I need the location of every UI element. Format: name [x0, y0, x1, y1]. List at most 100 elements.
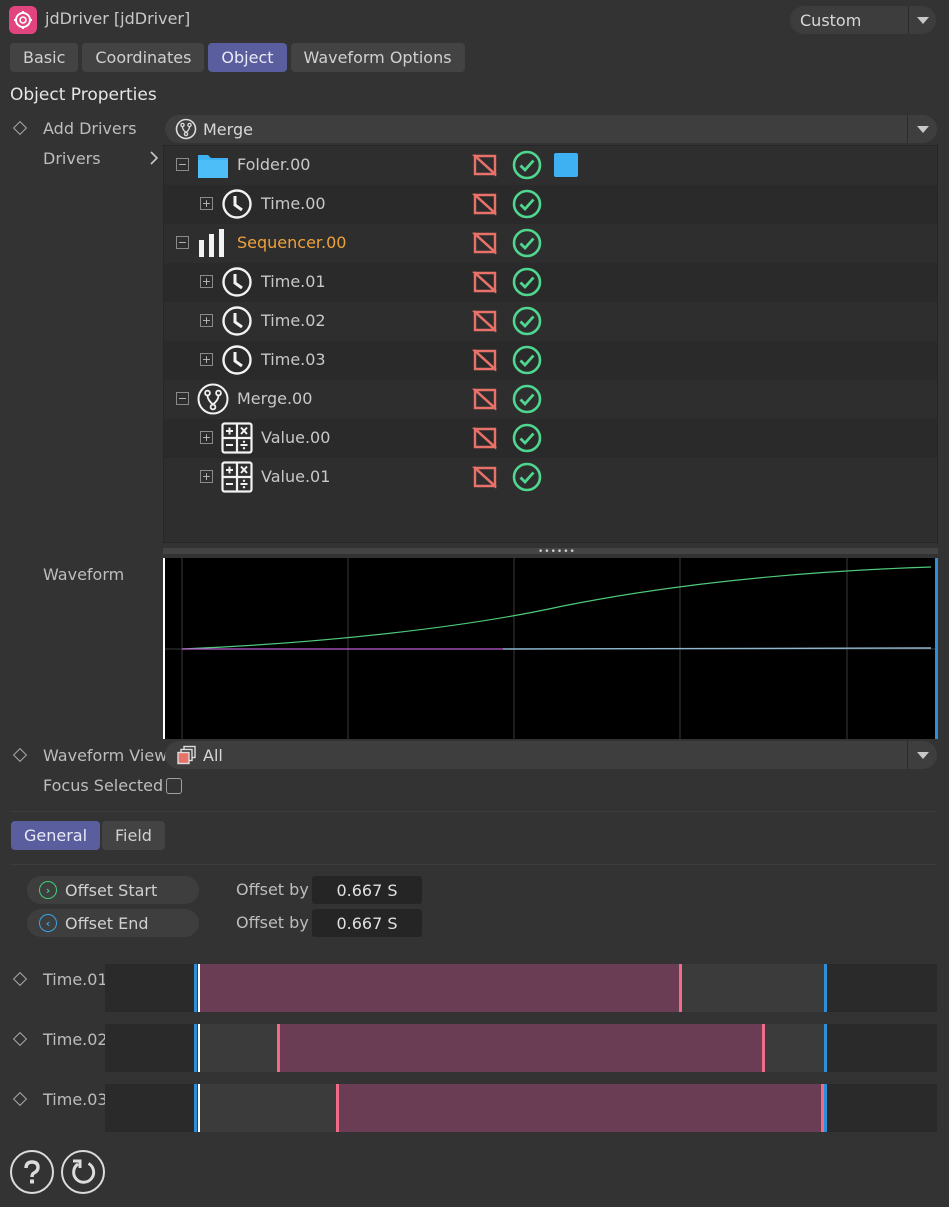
tab-basic[interactable]: Basic — [10, 43, 79, 72]
tree-row[interactable]: − Merge.00 — [164, 380, 937, 419]
tree-row[interactable]: − Folder.00 — [164, 146, 937, 185]
check-circle-icon[interactable] — [512, 267, 542, 297]
chevron-down-icon[interactable] — [908, 6, 936, 34]
timeline-track-time-02[interactable] — [105, 1024, 937, 1072]
window-title: jdDriver [jdDriver] — [45, 9, 191, 28]
waveform-view-dropdown[interactable]: All — [165, 741, 937, 769]
chevron-down-icon[interactable] — [907, 115, 937, 143]
track-bar[interactable] — [278, 1024, 764, 1072]
tree-row[interactable]: + Value.01 — [164, 458, 937, 497]
check-circle-icon[interactable] — [512, 150, 542, 180]
tree-row[interactable]: − Sequencer.00 — [164, 224, 937, 263]
offset-start-field[interactable]: 0.667 S — [312, 876, 422, 904]
disable-icon[interactable] — [472, 308, 498, 334]
timeline-track-time-01[interactable] — [105, 964, 937, 1012]
tab-coordinates[interactable]: Coordinates — [82, 43, 205, 72]
chevron-down-icon[interactable] — [907, 741, 937, 769]
tree-item-label: Time.00 — [261, 194, 326, 213]
playhead[interactable] — [198, 1084, 200, 1132]
keyframe-diamond-icon[interactable] — [12, 747, 28, 763]
chevron-right-icon[interactable] — [148, 150, 160, 170]
expand-icon[interactable]: + — [200, 197, 213, 210]
keyframe-diamond-icon[interactable] — [12, 1091, 28, 1107]
check-circle-icon[interactable] — [512, 228, 542, 258]
merge-icon — [175, 118, 197, 140]
start-marker[interactable] — [194, 964, 197, 1012]
check-circle-icon[interactable] — [512, 423, 542, 453]
track-bar[interactable] — [199, 964, 681, 1012]
disable-icon[interactable] — [472, 269, 498, 295]
help-button[interactable] — [10, 1150, 54, 1194]
tree-row[interactable]: + Value.00 — [164, 419, 937, 458]
tree-item-label: Merge.00 — [237, 389, 313, 408]
disable-icon[interactable] — [472, 347, 498, 373]
tree-item-label: Time.03 — [261, 350, 326, 369]
collapse-icon[interactable]: − — [176, 158, 189, 171]
focus-selected-checkbox[interactable] — [166, 778, 182, 794]
merge-icon — [197, 383, 229, 415]
folder-icon — [197, 149, 229, 181]
section-title: Object Properties — [10, 85, 157, 105]
calculator-icon — [221, 461, 253, 493]
tree-item-label: Sequencer.00 — [237, 233, 347, 252]
playhead[interactable] — [198, 1024, 200, 1072]
check-circle-icon[interactable] — [512, 306, 542, 336]
offset-end-field[interactable]: 0.667 S — [312, 909, 422, 937]
expand-icon[interactable]: + — [200, 470, 213, 483]
disable-icon[interactable] — [472, 386, 498, 412]
resize-handle[interactable]: •••••• — [163, 547, 938, 557]
keyframe-diamond-icon[interactable] — [12, 120, 28, 136]
tree-row[interactable]: + Time.03 — [164, 341, 937, 380]
tab-waveform-options[interactable]: Waveform Options — [290, 43, 465, 72]
check-circle-icon[interactable] — [512, 384, 542, 414]
collapse-icon[interactable]: − — [176, 392, 189, 405]
bar-end-handle[interactable] — [821, 1084, 824, 1132]
collapse-icon[interactable]: − — [176, 236, 189, 249]
end-marker[interactable] — [824, 964, 827, 1012]
waveform-display[interactable] — [163, 558, 938, 739]
expand-icon[interactable]: + — [200, 275, 213, 288]
waveform-view-label: Waveform View — [43, 746, 168, 765]
color-swatch[interactable] — [554, 153, 578, 177]
tab-object[interactable]: Object — [208, 43, 287, 72]
disable-icon[interactable] — [472, 464, 498, 490]
expand-icon[interactable]: + — [200, 314, 213, 327]
offset-by-label: Offset by — [236, 880, 309, 899]
end-marker[interactable] — [824, 1024, 827, 1072]
check-circle-icon[interactable] — [512, 189, 542, 219]
start-marker[interactable] — [194, 1084, 197, 1132]
start-marker[interactable] — [194, 1024, 197, 1072]
disable-icon[interactable] — [472, 425, 498, 451]
bar-end-handle[interactable] — [762, 1024, 765, 1072]
bar-start-handle[interactable] — [336, 1084, 339, 1132]
disable-icon[interactable] — [472, 152, 498, 178]
reset-button[interactable] — [61, 1150, 105, 1194]
divider — [10, 811, 937, 812]
focus-selected-label: Focus Selected — [43, 776, 164, 795]
keyframe-diamond-icon[interactable] — [12, 1031, 28, 1047]
offset-start-button[interactable]: › Offset Start — [27, 876, 199, 904]
check-circle-icon[interactable] — [512, 345, 542, 375]
offset-end-label: Offset End — [65, 913, 149, 933]
add-drivers-dropdown[interactable]: Merge — [165, 115, 937, 143]
track-label: Time.03 — [43, 1090, 108, 1109]
offset-end-button[interactable]: ‹ Offset End — [27, 909, 199, 937]
tree-row[interactable]: + Time.01 — [164, 263, 937, 302]
track-bar[interactable] — [337, 1084, 824, 1132]
end-marker[interactable] — [824, 1084, 827, 1132]
tab-field[interactable]: Field — [102, 821, 165, 850]
tree-row[interactable]: + Time.02 — [164, 302, 937, 341]
check-circle-icon[interactable] — [512, 462, 542, 492]
disable-icon[interactable] — [472, 230, 498, 256]
keyframe-diamond-icon[interactable] — [12, 971, 28, 987]
playhead[interactable] — [198, 964, 200, 1012]
bar-start-handle[interactable] — [277, 1024, 280, 1072]
timeline-track-time-03[interactable] — [105, 1084, 937, 1132]
disable-icon[interactable] — [472, 191, 498, 217]
tab-general[interactable]: General — [11, 821, 101, 850]
expand-icon[interactable]: + — [200, 353, 213, 366]
tree-row[interactable]: + Time.00 — [164, 185, 937, 224]
expand-icon[interactable]: + — [200, 431, 213, 444]
bar-end-handle[interactable] — [679, 964, 682, 1012]
layout-preset-dropdown[interactable]: Custom — [790, 6, 936, 34]
